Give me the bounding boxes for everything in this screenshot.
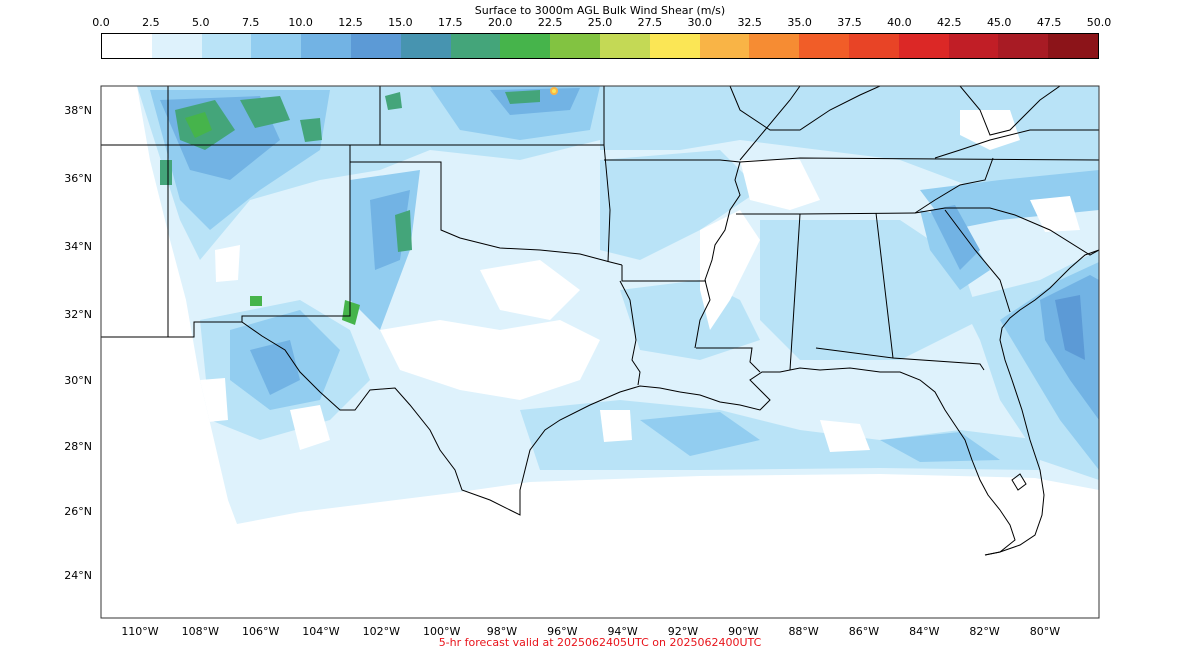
colorbar-tick-label: 27.5 (637, 16, 663, 29)
longitude-label: 88°W (788, 625, 818, 638)
colorbar-segment (948, 34, 999, 58)
latitude-label: 32°N (64, 308, 92, 321)
longitude-label: 100°W (423, 625, 460, 638)
colorbar-tick-label: 30.0 (687, 16, 713, 29)
map-frame (100, 85, 1100, 619)
latitude-label: 36°N (64, 172, 92, 185)
colorbar-tick-label: 7.5 (241, 16, 260, 29)
colorbar-segment (599, 34, 650, 58)
colorbar-tick-label: 2.5 (142, 16, 160, 29)
colorbar-segment (799, 34, 849, 58)
latitude-label: 28°N (64, 440, 92, 453)
colorbar-segment (1048, 34, 1098, 58)
colorbar-segment (400, 34, 451, 58)
longitude-label: 96°W (547, 625, 577, 638)
colorbar-tick-label: 35.0 (787, 16, 812, 29)
colorbar-tick-label: 42.5 (937, 16, 962, 29)
longitude-label: 110°W (121, 625, 158, 638)
longitude-label: 86°W (849, 625, 879, 638)
colorbar-tick-label: 20.0 (487, 16, 513, 29)
colorbar-segment (848, 34, 899, 58)
longitude-label: 94°W (607, 625, 637, 638)
longitude-label: 80°W (1030, 625, 1060, 638)
colorbar-tick-label: 47.5 (1036, 16, 1062, 29)
colorbar-tick-label: 40.0 (887, 16, 912, 29)
colorbar-tick-label: 37.5 (837, 16, 862, 29)
colorbar-segment (649, 34, 700, 58)
latitude-label: 30°N (64, 374, 92, 387)
forecast-valid-caption: 5-hr forecast valid at 2025062405UTC on … (438, 636, 762, 649)
colorbar-segment (301, 34, 351, 58)
boundaries (101, 86, 1099, 556)
longitude-label: 108°W (182, 625, 219, 638)
latitude-label: 34°N (64, 240, 92, 253)
longitude-label: 104°W (302, 625, 339, 638)
latitude-label: 24°N (64, 569, 92, 582)
colorbar-segment (749, 34, 800, 58)
colorbar-tick-label: 45.0 (986, 16, 1012, 29)
colorbar-tick-label: 10.0 (288, 16, 313, 29)
longitude-label: 98°W (487, 625, 517, 638)
colorbar-segment (102, 34, 152, 58)
longitude-label: 106°W (242, 625, 279, 638)
colorbar-tick-label: 0.0 (92, 16, 110, 29)
colorbar-segment (151, 34, 202, 58)
colorbar-segment (898, 34, 949, 58)
colorbar-tick-label: 12.5 (338, 16, 363, 29)
latitude-labels: 38°N 36°N 34°N 32°N 30°N 28°N 26°N 24°N (64, 104, 92, 582)
longitude-labels: 110°W 108°W 106°W 104°W 102°W 100°W 98°W 96°W 94… (121, 625, 1060, 638)
longitude-label: 90°W (728, 625, 758, 638)
colorbar-segment (998, 34, 1049, 58)
colorbar-tick-label: 25.0 (587, 16, 613, 29)
colorbar-tick-label: 15.0 (388, 16, 413, 29)
colorbar-tick-label: 17.5 (438, 16, 463, 29)
colorbar-tick-label: 50.0 (1086, 16, 1112, 29)
latitude-label: 26°N (64, 505, 92, 518)
colorbar-tick-label: 32.5 (737, 16, 762, 29)
longitude-label: 102°W (363, 625, 400, 638)
colorbar-segment (450, 34, 501, 58)
colorbar-tick-labels: 0.0 2.5 5.0 7.5 10.0 12.5 15.0 17.5 20.0 22.5 25.0… (0, 16, 1200, 30)
colorbar-segment (550, 34, 600, 58)
colorbar-tick-label: 22.5 (537, 16, 563, 29)
longitude-label: 92°W (668, 625, 698, 638)
colorbar-segment (251, 34, 302, 58)
colorbar-segment (500, 34, 551, 58)
colorbar-segment (201, 34, 252, 58)
colorbar-segment (350, 34, 401, 58)
colorbar-tick-label: 5.0 (192, 16, 210, 29)
longitude-label: 84°W (909, 625, 939, 638)
longitude-label: 82°W (969, 625, 999, 638)
colorbar-segment (699, 34, 750, 58)
colorbar (101, 33, 1099, 59)
latitude-label: 38°N (64, 104, 92, 117)
colorbar-title: Surface to 3000m AGL Bulk Wind Shear (m/… (474, 4, 726, 17)
